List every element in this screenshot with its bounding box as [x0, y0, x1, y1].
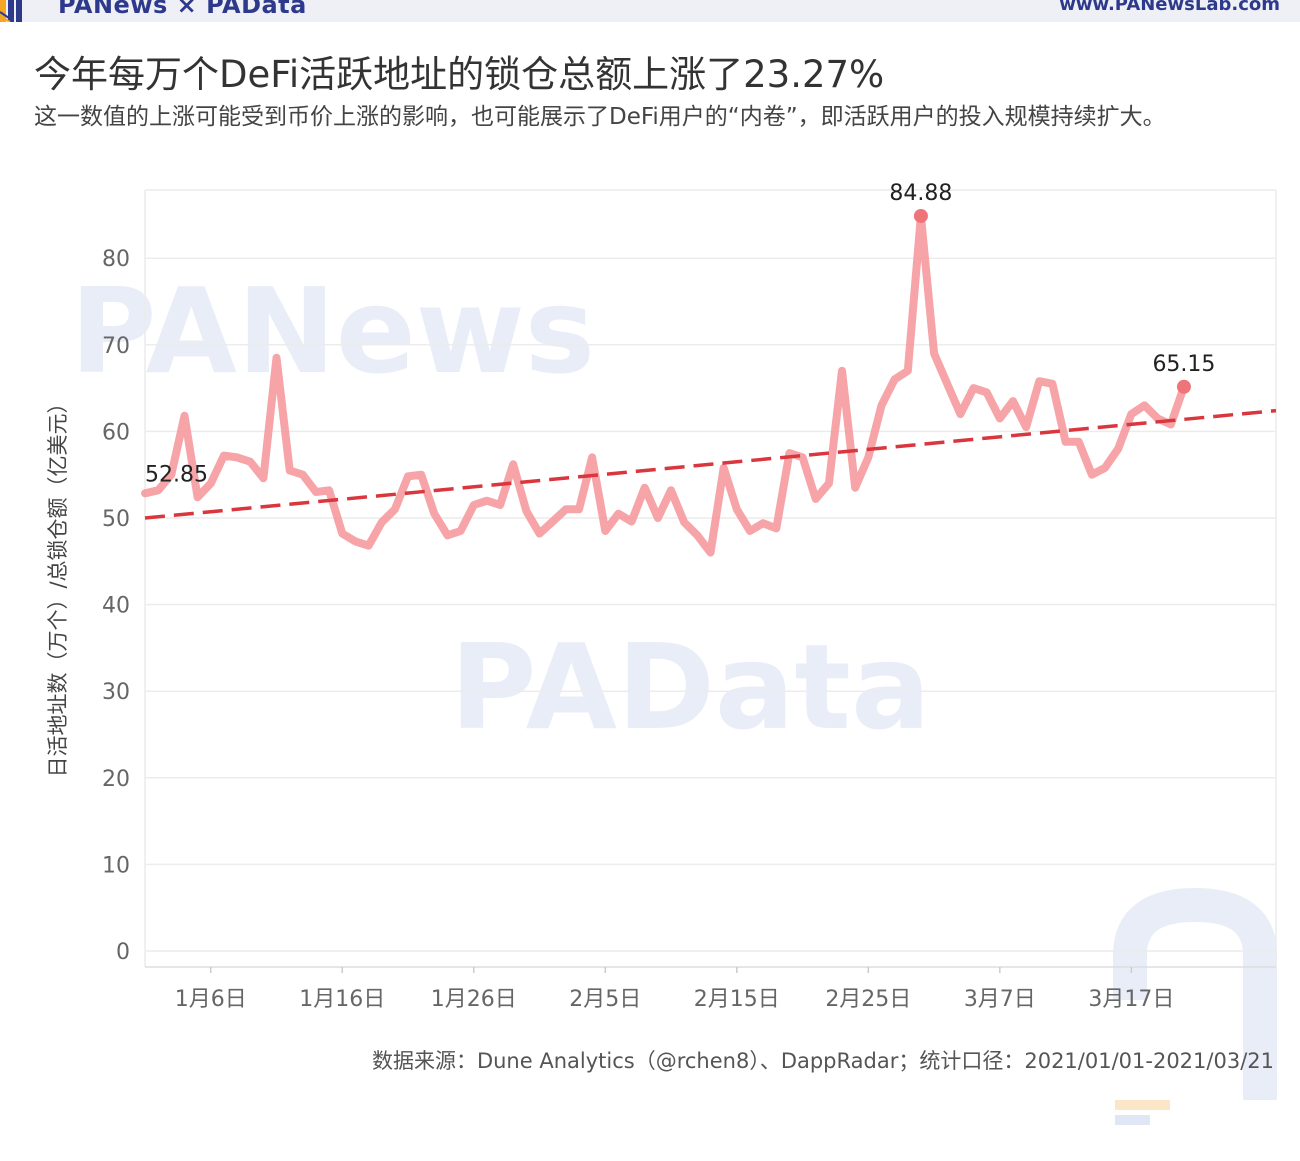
- site-url: www.PANewsLab.com: [1059, 0, 1280, 15]
- data-label: 84.88: [889, 181, 952, 206]
- data-label: 65.15: [1152, 352, 1215, 377]
- y-axis-label: 日活地址数（万个）/总锁仓额（亿美元）: [46, 392, 70, 777]
- x-tick-label: 2月15日: [694, 987, 780, 1012]
- panews-logo-icon: [0, 0, 22, 22]
- top-banner: PANews × PAData www.PANewsLab.com: [0, 0, 1300, 22]
- chart-title: 今年每万个DeFi活跃地址的锁仓总额上涨了23.27%: [34, 53, 885, 96]
- data-point-marker: [1176, 379, 1191, 394]
- y-tick-label: 70: [102, 334, 130, 359]
- chart-subtitle: 这一数值的上涨可能受到币价上涨的影响，也可能展示了DeFi用户的“内卷”，即活跃…: [34, 104, 1166, 130]
- watermark-panews: PANews: [70, 262, 595, 400]
- data-label: 52.85: [145, 462, 208, 487]
- watermark-logo-icon: [1113, 887, 1277, 1125]
- x-tick-label: 2月5日: [569, 987, 641, 1012]
- x-tick-label: 3月7日: [964, 987, 1036, 1012]
- y-tick-label: 80: [102, 247, 130, 272]
- y-tick-label: 20: [102, 767, 130, 792]
- x-tick-label: 3月17日: [1088, 987, 1174, 1012]
- trend-line: [144, 408, 1277, 520]
- y-tick-label: 40: [102, 594, 130, 619]
- x-tick-label: 1月26日: [431, 987, 517, 1012]
- x-tick-label: 2月25日: [825, 987, 911, 1012]
- data-point-marker: [913, 208, 928, 223]
- y-tick-label: 60: [102, 420, 130, 445]
- y-tick-label: 0: [116, 940, 130, 965]
- y-tick-label: 10: [102, 853, 130, 878]
- brand-name: PANews × PAData: [58, 0, 307, 19]
- x-tick-label: 1月6日: [175, 987, 247, 1012]
- x-tick-label: 1月16日: [299, 987, 385, 1012]
- watermark-padata: PAData: [450, 618, 931, 756]
- y-tick-label: 30: [102, 680, 130, 705]
- y-tick-label: 50: [102, 507, 130, 532]
- data-line: [141, 211, 1188, 557]
- data-source-note: 数据来源：Dune Analytics（@rchen8）、DappRadar；统…: [371, 1049, 1274, 1073]
